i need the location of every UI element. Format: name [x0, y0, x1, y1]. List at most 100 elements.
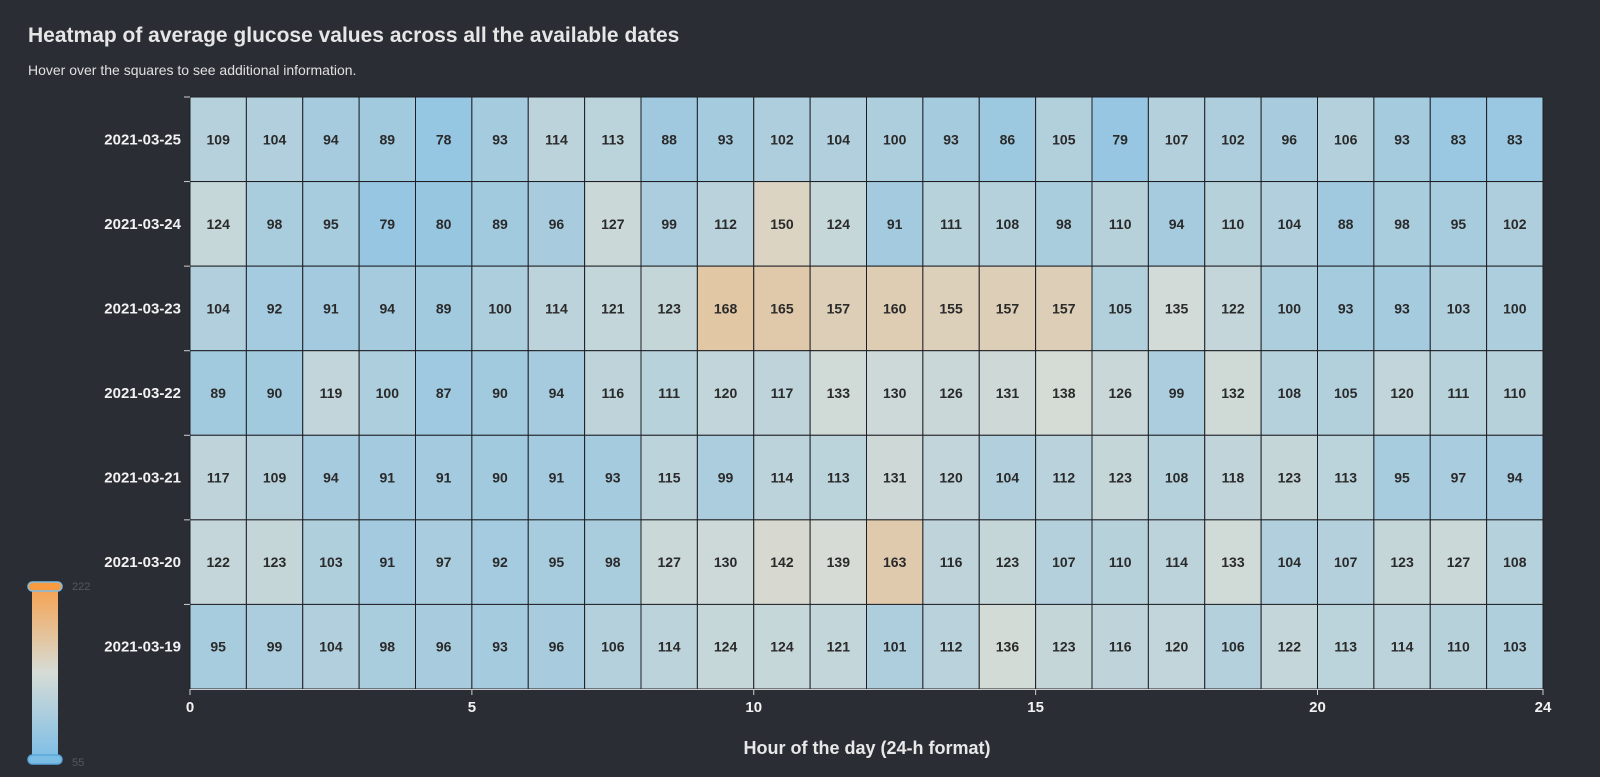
heatmap-cell[interactable] — [978, 519, 1037, 605]
heatmap-cell[interactable] — [1486, 519, 1544, 605]
heatmap-cell[interactable] — [809, 96, 867, 183]
heatmap-cell[interactable] — [1486, 434, 1544, 521]
heatmap-cell[interactable] — [1373, 96, 1431, 183]
heatmap-cell[interactable] — [1317, 350, 1375, 436]
heatmap-cell[interactable] — [1204, 603, 1262, 690]
heatmap-cell[interactable] — [527, 603, 586, 690]
heatmap-cell[interactable] — [1091, 350, 1149, 436]
legend-min-handle[interactable] — [27, 754, 63, 765]
heatmap-cell[interactable] — [471, 265, 529, 352]
heatmap-cell[interactable] — [866, 265, 924, 352]
heatmap-cell[interactable] — [1317, 603, 1375, 690]
heatmap-cell[interactable] — [1147, 265, 1206, 352]
heatmap-cell[interactable] — [1204, 519, 1262, 605]
heatmap-cell[interactable] — [1486, 96, 1544, 183]
heatmap-cell[interactable] — [1429, 265, 1488, 352]
heatmap-cell[interactable] — [809, 265, 867, 352]
heatmap-cell[interactable] — [753, 350, 811, 436]
heatmap-cell[interactable] — [189, 603, 247, 690]
heatmap-cell[interactable] — [415, 350, 473, 436]
heatmap-cell[interactable] — [640, 96, 698, 183]
heatmap-cell[interactable] — [1147, 96, 1206, 183]
heatmap-cell[interactable] — [1260, 181, 1318, 267]
heatmap-cell[interactable] — [1486, 181, 1544, 267]
heatmap-cell[interactable] — [640, 519, 698, 605]
heatmap-cell[interactable] — [471, 96, 529, 183]
heatmap-cell[interactable] — [245, 181, 304, 267]
heatmap-cell[interactable] — [922, 603, 980, 690]
heatmap-cell[interactable] — [527, 434, 586, 521]
heatmap-cell[interactable] — [415, 96, 473, 183]
heatmap-cell[interactable] — [358, 519, 416, 605]
heatmap-cell[interactable] — [978, 434, 1037, 521]
heatmap-cell[interactable] — [1429, 434, 1488, 521]
heatmap-cell[interactable] — [1147, 434, 1206, 521]
heatmap-cell[interactable] — [1204, 434, 1262, 521]
heatmap-cell[interactable] — [1091, 434, 1149, 521]
heatmap-cell[interactable] — [245, 265, 304, 352]
heatmap-cell[interactable] — [978, 603, 1037, 690]
heatmap-cell[interactable] — [640, 265, 698, 352]
heatmap-cell[interactable] — [866, 434, 924, 521]
heatmap-cell[interactable] — [866, 96, 924, 183]
heatmap-cell[interactable] — [1373, 519, 1431, 605]
heatmap-cell[interactable] — [1429, 350, 1488, 436]
heatmap-cell[interactable] — [1204, 350, 1262, 436]
heatmap-cell[interactable] — [245, 350, 304, 436]
heatmap-cell[interactable] — [696, 181, 755, 267]
heatmap-cell[interactable] — [1147, 181, 1206, 267]
heatmap-cell[interactable] — [753, 519, 811, 605]
heatmap-cell[interactable] — [1035, 434, 1093, 521]
heatmap-cell[interactable] — [302, 350, 360, 436]
heatmap-cell[interactable] — [1373, 350, 1431, 436]
heatmap-cell[interactable] — [189, 96, 247, 183]
heatmap-cell[interactable] — [527, 350, 586, 436]
heatmap-cell[interactable] — [471, 434, 529, 521]
heatmap-cell[interactable] — [358, 603, 416, 690]
heatmap-cell[interactable] — [1486, 350, 1544, 436]
heatmap-cell[interactable] — [922, 181, 980, 267]
heatmap-cell[interactable] — [527, 519, 586, 605]
heatmap-cell[interactable] — [302, 96, 360, 183]
heatmap-cell[interactable] — [1429, 181, 1488, 267]
heatmap-cell[interactable] — [1260, 519, 1318, 605]
heatmap-cell[interactable] — [866, 350, 924, 436]
heatmap-cell[interactable] — [584, 519, 642, 605]
heatmap-cell[interactable] — [696, 519, 755, 605]
heatmap-cell[interactable] — [1317, 265, 1375, 352]
heatmap-cell[interactable] — [1147, 519, 1206, 605]
heatmap-cell[interactable] — [1204, 96, 1262, 183]
heatmap-cell[interactable] — [1317, 434, 1375, 521]
heatmap-cell[interactable] — [527, 265, 586, 352]
heatmap-cell[interactable] — [1260, 265, 1318, 352]
heatmap-cell[interactable] — [1035, 603, 1093, 690]
heatmap-cell[interactable] — [866, 519, 924, 605]
heatmap-cell[interactable] — [1486, 265, 1544, 352]
heatmap-cell[interactable] — [1317, 519, 1375, 605]
heatmap-cell[interactable] — [415, 181, 473, 267]
heatmap-cell[interactable] — [922, 519, 980, 605]
heatmap-cell[interactable] — [245, 434, 304, 521]
heatmap-cell[interactable] — [1035, 519, 1093, 605]
heatmap-cell[interactable] — [527, 181, 586, 267]
heatmap-cell[interactable] — [1035, 181, 1093, 267]
heatmap-cell[interactable] — [696, 350, 755, 436]
heatmap-cell[interactable] — [753, 181, 811, 267]
heatmap-cell[interactable] — [640, 434, 698, 521]
heatmap-cell[interactable] — [584, 603, 642, 690]
heatmap-cell[interactable] — [415, 265, 473, 352]
heatmap-cell[interactable] — [358, 434, 416, 521]
heatmap-cell[interactable] — [866, 181, 924, 267]
heatmap-cell[interactable] — [1373, 434, 1431, 521]
heatmap-cell[interactable] — [471, 603, 529, 690]
heatmap-cell[interactable] — [302, 519, 360, 605]
heatmap-cell[interactable] — [753, 265, 811, 352]
heatmap-cell[interactable] — [1260, 96, 1318, 183]
heatmap-cell[interactable] — [1091, 603, 1149, 690]
heatmap-cell[interactable] — [1486, 603, 1544, 690]
heatmap-cell[interactable] — [809, 603, 867, 690]
heatmap-cell[interactable] — [358, 181, 416, 267]
heatmap-cell[interactable] — [1204, 181, 1262, 267]
heatmap-cell[interactable] — [302, 603, 360, 690]
heatmap-cell[interactable] — [1091, 265, 1149, 352]
